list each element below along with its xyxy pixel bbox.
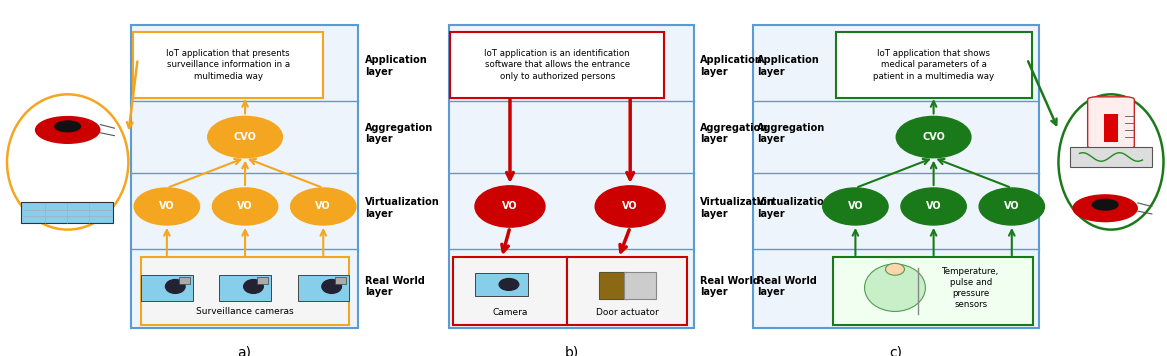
Text: VO: VO bbox=[622, 201, 638, 211]
Text: VO: VO bbox=[315, 201, 331, 211]
Text: IoT application is an identification
software that allows the entrance
only to a: IoT application is an identification sof… bbox=[484, 49, 630, 81]
Text: Real World
layer: Real World layer bbox=[700, 276, 760, 297]
Ellipse shape bbox=[1058, 94, 1163, 230]
Text: Temperature,
pulse and
pressure
sensors: Temperature, pulse and pressure sensors bbox=[943, 267, 1000, 309]
Text: Aggregation
layer: Aggregation layer bbox=[365, 123, 433, 144]
Text: Real World
layer: Real World layer bbox=[365, 276, 425, 297]
Ellipse shape bbox=[322, 279, 342, 293]
FancyBboxPatch shape bbox=[133, 32, 323, 98]
FancyBboxPatch shape bbox=[624, 272, 656, 299]
Ellipse shape bbox=[475, 186, 545, 227]
Text: IoT application that presents
surveillance information in a
multimedia way: IoT application that presents surveillan… bbox=[167, 49, 289, 81]
Text: VO: VO bbox=[159, 201, 175, 211]
FancyBboxPatch shape bbox=[599, 272, 627, 299]
Text: a): a) bbox=[238, 345, 251, 356]
Ellipse shape bbox=[134, 188, 200, 225]
FancyBboxPatch shape bbox=[141, 274, 193, 301]
Text: VO: VO bbox=[925, 201, 942, 211]
FancyBboxPatch shape bbox=[453, 257, 567, 325]
FancyBboxPatch shape bbox=[257, 277, 267, 284]
FancyBboxPatch shape bbox=[141, 257, 349, 325]
Text: b): b) bbox=[565, 345, 579, 356]
FancyBboxPatch shape bbox=[475, 273, 529, 296]
Ellipse shape bbox=[865, 264, 925, 312]
Text: Application
layer: Application layer bbox=[757, 55, 820, 77]
Text: Virtualization
layer: Virtualization layer bbox=[757, 198, 832, 219]
Text: Surveillance cameras: Surveillance cameras bbox=[196, 307, 294, 316]
FancyBboxPatch shape bbox=[450, 32, 664, 98]
Text: Camera: Camera bbox=[492, 308, 527, 318]
Text: VO: VO bbox=[1004, 201, 1020, 211]
Text: Application
layer: Application layer bbox=[700, 55, 763, 77]
FancyBboxPatch shape bbox=[1070, 147, 1152, 167]
Text: CVO: CVO bbox=[922, 132, 945, 142]
Ellipse shape bbox=[1092, 199, 1118, 210]
Text: Application
layer: Application layer bbox=[365, 55, 428, 77]
FancyBboxPatch shape bbox=[1088, 97, 1134, 149]
Ellipse shape bbox=[979, 188, 1044, 225]
FancyBboxPatch shape bbox=[753, 25, 1039, 328]
Ellipse shape bbox=[823, 188, 888, 225]
FancyBboxPatch shape bbox=[131, 25, 358, 328]
FancyBboxPatch shape bbox=[1104, 114, 1118, 142]
Text: VO: VO bbox=[847, 201, 864, 211]
Text: Aggregation
layer: Aggregation layer bbox=[700, 123, 768, 144]
FancyBboxPatch shape bbox=[335, 277, 345, 284]
Ellipse shape bbox=[1074, 195, 1137, 221]
FancyBboxPatch shape bbox=[449, 25, 694, 328]
Ellipse shape bbox=[166, 279, 186, 293]
Text: Aggregation
layer: Aggregation layer bbox=[757, 123, 825, 144]
Text: IoT application that shows
medical parameters of a
patient in a multimedia way: IoT application that shows medical param… bbox=[873, 49, 994, 81]
Text: c): c) bbox=[889, 345, 902, 356]
Text: Door actuator: Door actuator bbox=[596, 308, 658, 318]
Ellipse shape bbox=[244, 279, 264, 293]
FancyBboxPatch shape bbox=[833, 257, 1033, 325]
Ellipse shape bbox=[901, 188, 966, 225]
FancyBboxPatch shape bbox=[179, 277, 189, 284]
Ellipse shape bbox=[212, 188, 278, 225]
FancyBboxPatch shape bbox=[298, 274, 349, 301]
FancyBboxPatch shape bbox=[567, 257, 687, 325]
Text: Virtualization
layer: Virtualization layer bbox=[365, 198, 440, 219]
Text: VO: VO bbox=[502, 201, 518, 211]
Ellipse shape bbox=[499, 278, 519, 290]
Ellipse shape bbox=[595, 186, 665, 227]
Text: VO: VO bbox=[237, 201, 253, 211]
Text: Virtualization
layer: Virtualization layer bbox=[700, 198, 775, 219]
FancyBboxPatch shape bbox=[21, 202, 113, 223]
Ellipse shape bbox=[208, 116, 282, 158]
Ellipse shape bbox=[886, 263, 904, 275]
Ellipse shape bbox=[7, 94, 128, 230]
Text: CVO: CVO bbox=[233, 132, 257, 142]
Ellipse shape bbox=[896, 116, 971, 158]
Ellipse shape bbox=[291, 188, 356, 225]
Ellipse shape bbox=[36, 117, 100, 143]
FancyBboxPatch shape bbox=[219, 274, 271, 301]
Ellipse shape bbox=[55, 121, 81, 132]
FancyBboxPatch shape bbox=[836, 32, 1032, 98]
Text: Real World
layer: Real World layer bbox=[757, 276, 817, 297]
